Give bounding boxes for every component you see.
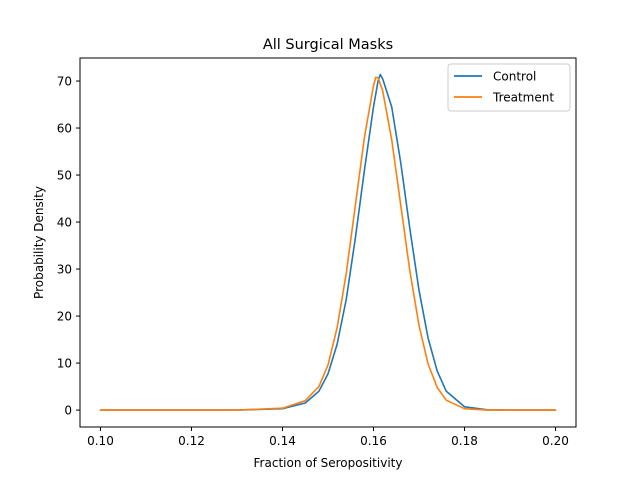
y-tick-label: 50 bbox=[57, 168, 72, 182]
x-axis-label: Fraction of Seropositivity bbox=[254, 456, 403, 470]
legend-label-control: Control bbox=[493, 70, 536, 84]
axes-layer: 0.10 0.12 0.14 0.16 0.18 0.20 0 10 20 30 40 50 60 70 bbox=[57, 74, 569, 448]
y-tick-label: 30 bbox=[57, 262, 72, 276]
series-layer bbox=[99, 73, 557, 411]
series-line-treatment bbox=[99, 76, 557, 411]
series-line-control bbox=[99, 73, 557, 411]
legend-label-treatment: Treatment bbox=[492, 91, 554, 105]
x-tick-label: 0.18 bbox=[451, 434, 478, 448]
x-tick-label: 0.20 bbox=[542, 434, 569, 448]
legend: Control Treatment bbox=[447, 63, 571, 112]
x-tick-label: 0.16 bbox=[360, 434, 387, 448]
y-tick-label: 0 bbox=[64, 403, 72, 417]
y-tick-label: 60 bbox=[57, 121, 72, 135]
x-tick-label: 0.14 bbox=[269, 434, 296, 448]
x-tick-label: 0.12 bbox=[178, 434, 205, 448]
y-tick-label: 10 bbox=[57, 356, 72, 370]
y-axis-label: Probability Density bbox=[32, 186, 46, 299]
x-tick-label: 0.10 bbox=[87, 434, 114, 448]
y-tick-label: 20 bbox=[57, 309, 72, 323]
chart-title: All Surgical Masks bbox=[263, 37, 393, 53]
y-tick-label: 40 bbox=[57, 215, 72, 229]
plot-frame bbox=[79, 57, 577, 428]
y-tick-label: 70 bbox=[57, 74, 72, 88]
